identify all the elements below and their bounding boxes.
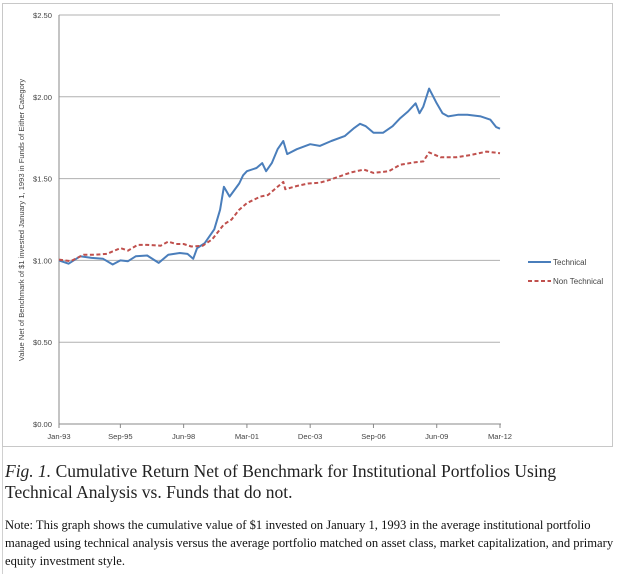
series-line-technical (58, 87, 501, 266)
y-tick-labels: $0.00 $0.50 $1.00 $1.50 $2.00 $2.50 (33, 11, 52, 429)
y-tick-label: $1.50 (33, 175, 52, 184)
series-line-non-technical (58, 150, 501, 263)
x-tick-label: Jun-98 (172, 432, 195, 441)
y-tick-label: $2.00 (33, 93, 52, 102)
x-tick-label: Jan-93 (47, 432, 70, 441)
y-tick-label: $2.50 (33, 11, 52, 20)
x-tick-label: Dec-03 (298, 432, 322, 441)
line-chart: $0.00 $0.50 $1.00 $1.50 $2.00 $2.50 Jan-93 Sep… (17, 11, 603, 441)
x-tick-label: Jun-09 (425, 432, 448, 441)
x-tick-labels: Jan-93 Sep-95 Jun-98 Mar-01 Dec-03 Sep-06 Jun-… (47, 424, 512, 441)
legend-non-technical-label: Non Technical (553, 277, 603, 286)
y-tick-label: $1.00 (33, 256, 52, 265)
figure-caption: Fig. 1. Cumulative Return Net of Benchma… (5, 461, 620, 503)
gridlines (59, 14, 500, 343)
x-tick-label: Sep-06 (361, 432, 386, 441)
legend-technical-label: Technical (553, 258, 587, 267)
y-tick-label: $0.00 (33, 420, 52, 429)
y-tick-label: $0.50 (33, 338, 52, 347)
y-axis-title: Value Net of Benchmark of $1 invested Ja… (17, 79, 26, 361)
figure-note: Note: This graph shows the cumulative va… (5, 518, 614, 568)
x-tick-label: Sep-95 (108, 432, 133, 441)
x-tick-label: Mar-12 (488, 432, 512, 441)
x-tick-label: Mar-01 (235, 432, 259, 441)
figure-label: Fig. 1. (5, 461, 52, 481)
legend: Technical Non Technical (528, 258, 603, 286)
series-lines (58, 87, 501, 266)
figure-caption-text: Cumulative Return Net of Benchmark for I… (5, 461, 557, 502)
page-margin-line (2, 447, 3, 574)
